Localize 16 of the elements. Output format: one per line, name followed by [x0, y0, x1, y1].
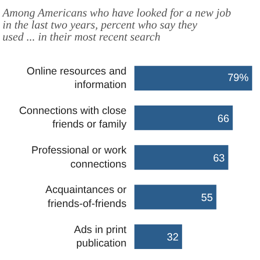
y-tick-label: Ads in print publication	[74, 224, 127, 250]
bar	[134, 224, 182, 249]
data-label: 55	[201, 192, 213, 204]
bar	[134, 184, 216, 210]
bar	[134, 145, 228, 170]
data-label: 63	[213, 152, 225, 164]
y-tick-label: Connections with close friends or family	[19, 104, 128, 131]
data-label: 79%	[228, 72, 249, 84]
chart-title: Among Americans who have looked for a new job in the last two years, percent who say they used ... in their most recent search	[2, 8, 232, 44]
y-tick-label: Professional or work connections	[31, 144, 128, 170]
bar	[134, 106, 233, 130]
y-tick-label: Online resources and information	[26, 65, 127, 92]
y-tick-label: Acquaintances or friends-of-friends	[45, 184, 127, 210]
data-label: 32	[166, 232, 179, 244]
bar	[134, 66, 252, 90]
data-label: 66	[218, 112, 230, 125]
